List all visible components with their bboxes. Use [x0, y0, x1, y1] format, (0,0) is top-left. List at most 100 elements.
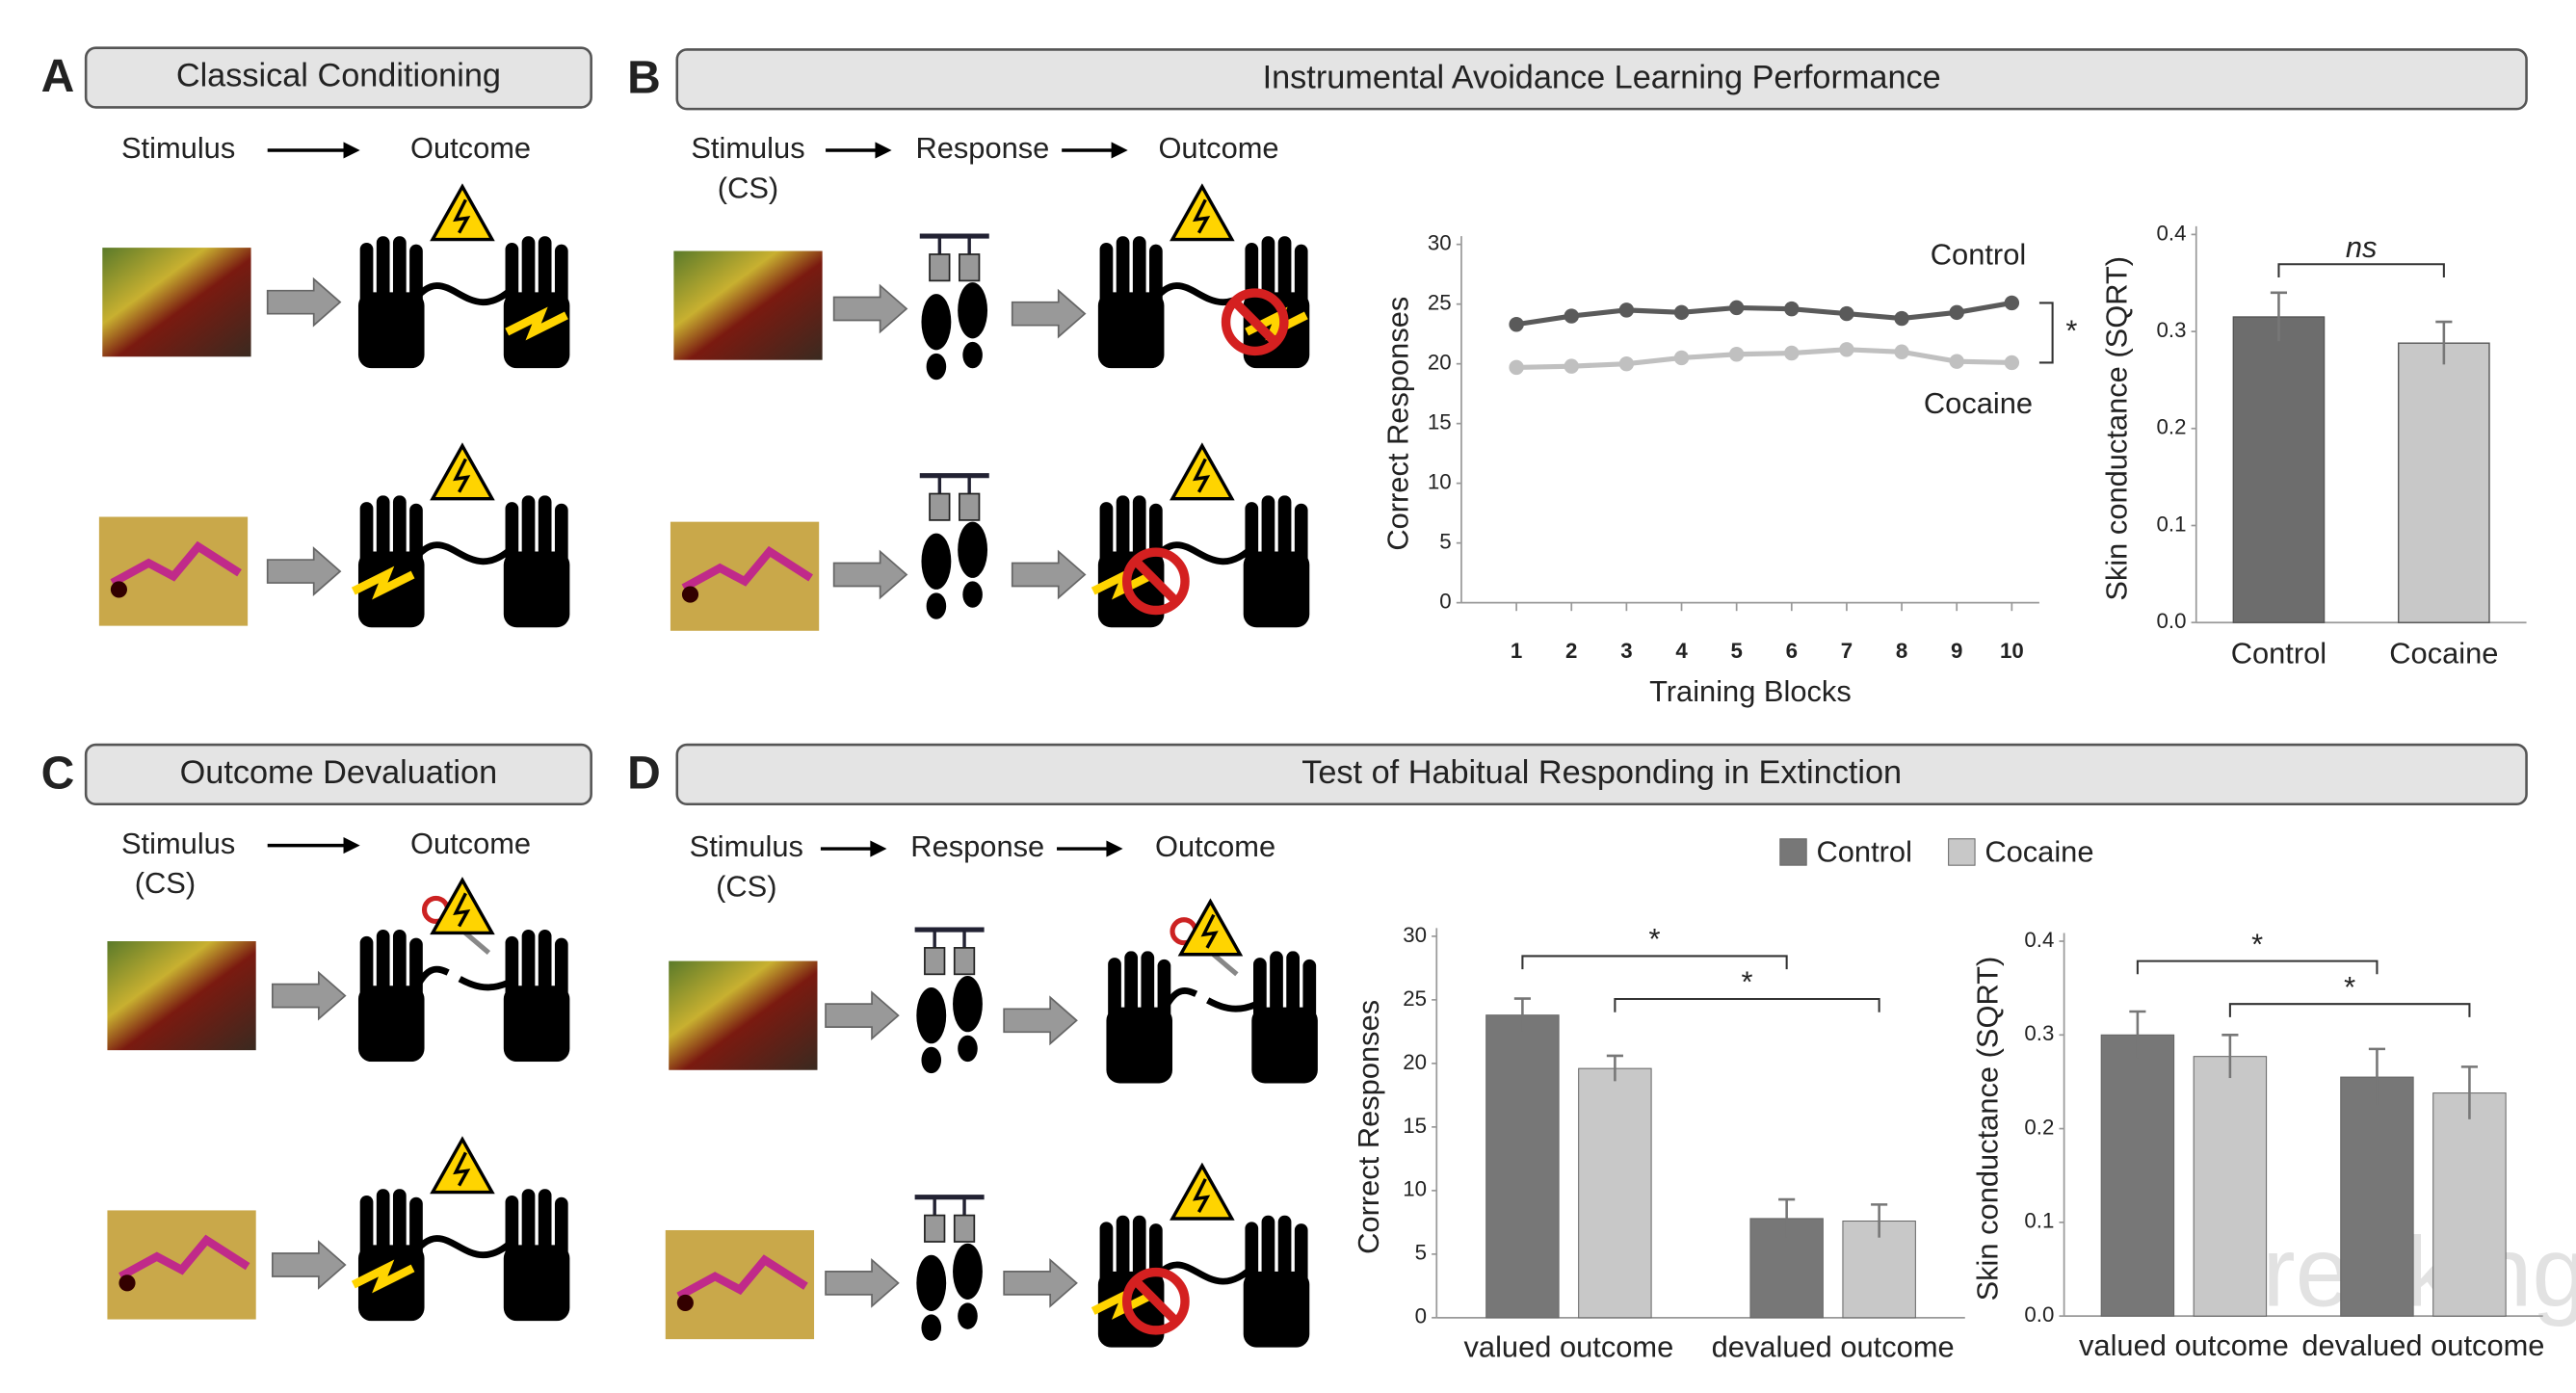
gray-arrow: [1003, 1257, 1078, 1308]
x-tick-label: valued outcome: [1464, 1330, 1674, 1364]
warn: [1170, 184, 1234, 242]
y-tick-label: 0.4: [2157, 221, 2187, 245]
stimulus-dot: [676, 1294, 694, 1311]
line-point: [1618, 355, 1635, 372]
panel-letter: D: [627, 748, 661, 799]
wire: [1149, 1261, 1258, 1285]
stimulus-image: [107, 941, 256, 1051]
bar: [1578, 1067, 1652, 1319]
bar: [2340, 1076, 2414, 1317]
hand: [1251, 951, 1318, 1084]
x-tick-label: 2: [1565, 639, 1577, 663]
illustrations: [98, 184, 1318, 1348]
line-point: [1728, 300, 1745, 316]
legend-label: Cocaine: [1985, 834, 2093, 868]
line-point: [1564, 308, 1579, 324]
line-point: [1509, 359, 1524, 376]
hand: [503, 236, 570, 369]
flow-arrow-head: [875, 142, 892, 159]
pedal: [915, 1197, 985, 1341]
line-point: [1784, 345, 1800, 361]
legend-label: Control: [1817, 834, 1912, 868]
significance-label: *: [1742, 965, 1753, 999]
flow-step: Response: [910, 829, 1044, 863]
gray-arrow: [266, 546, 342, 596]
series-label: Control: [1931, 238, 2026, 272]
y-tick-label: 30: [1428, 231, 1452, 255]
shock: [1245, 306, 1308, 341]
y-tick-label: 0: [1415, 1304, 1427, 1328]
panel-header-box: [675, 48, 2528, 111]
y-tick-label: 10: [1403, 1177, 1427, 1201]
line-series: [1516, 347, 2012, 370]
y-tick-label: 25: [1428, 291, 1452, 315]
line-point: [1949, 304, 1964, 321]
panel-letter: B: [627, 53, 661, 104]
line-point: [1784, 301, 1800, 317]
x-axis-label: Training Blocks: [1649, 674, 1852, 708]
shock: [351, 1259, 415, 1294]
warn: [431, 878, 494, 935]
x-tick-label: valued outcome: [2079, 1328, 2289, 1362]
y-tick-label: 10: [1428, 470, 1452, 494]
significance-bracket: [2136, 959, 2379, 975]
panel-header-box: [84, 46, 592, 109]
significance-label: *: [2344, 970, 2355, 1004]
y-axis-label: Skin conductance (SQRT): [2099, 256, 2133, 601]
line-point: [1839, 305, 1854, 322]
x-tick-label: 9: [1951, 639, 1962, 663]
flow-step: Stimulus: [690, 829, 803, 863]
flow-step: Stimulus: [121, 827, 235, 860]
significance-label: *: [2251, 927, 2263, 960]
warn: [431, 1138, 494, 1195]
gray-arrow: [1003, 995, 1078, 1046]
significance-label: ns: [2346, 230, 2378, 264]
legend-swatch: [1779, 838, 1807, 866]
y-tick-label: 0.3: [2024, 1021, 2054, 1045]
y-tick-label: 20: [1428, 351, 1452, 375]
flow-step: Outcome: [410, 827, 531, 860]
pedal: [920, 476, 989, 619]
flow-arrow-head: [343, 837, 360, 854]
bar: [2398, 342, 2490, 623]
hand: [503, 495, 570, 628]
flow-step: Outcome: [410, 131, 531, 165]
x-tick-label: Cocaine: [2389, 637, 2498, 670]
stimulus-pattern: [681, 545, 813, 591]
significance-bracket: [2228, 1003, 2471, 1017]
panel-header-box: [84, 743, 592, 806]
wire: [409, 1235, 518, 1259]
x-tick-label: 3: [1620, 639, 1632, 663]
flow-step: Stimulus: [121, 131, 235, 165]
legend-swatch: [1948, 838, 1976, 866]
bar: [2100, 1034, 2175, 1317]
y-tick-label: 15: [1428, 410, 1452, 434]
y-tick-label: 5: [1439, 530, 1451, 554]
x-tick-label: 7: [1841, 639, 1853, 663]
bar: [2432, 1092, 2507, 1317]
significance-bracket: [2277, 263, 2445, 277]
flow-step: Outcome: [1155, 829, 1275, 863]
significance-bracket: [1614, 997, 1880, 1012]
y-tick-label: 0.1: [2024, 1209, 2054, 1233]
line-point: [1949, 354, 1964, 369]
bar: [1485, 1014, 1560, 1319]
line-point: [1673, 350, 1690, 366]
stimulus-pattern: [110, 540, 242, 587]
stimulus-dot: [681, 586, 699, 603]
panel-header-box: [675, 743, 2528, 806]
x-tick-label: devalued outcome: [1712, 1330, 1955, 1364]
y-axis-label: Correct Responses: [1352, 1000, 1385, 1254]
series-label: Cocaine: [1924, 386, 2033, 420]
gray-arrow: [825, 1257, 900, 1308]
y-tick-label: 0.0: [2024, 1302, 2054, 1327]
x-tick-label: 4: [1675, 639, 1688, 663]
gray-arrow: [271, 1240, 347, 1290]
stimulus-image: [673, 250, 823, 360]
line-point: [1618, 302, 1635, 318]
panel-title: Test of Habitual Responding in Extinctio…: [1301, 754, 1902, 791]
pedal: [920, 236, 989, 380]
warn: [431, 184, 494, 242]
x-tick-label: Control: [2231, 637, 2326, 670]
